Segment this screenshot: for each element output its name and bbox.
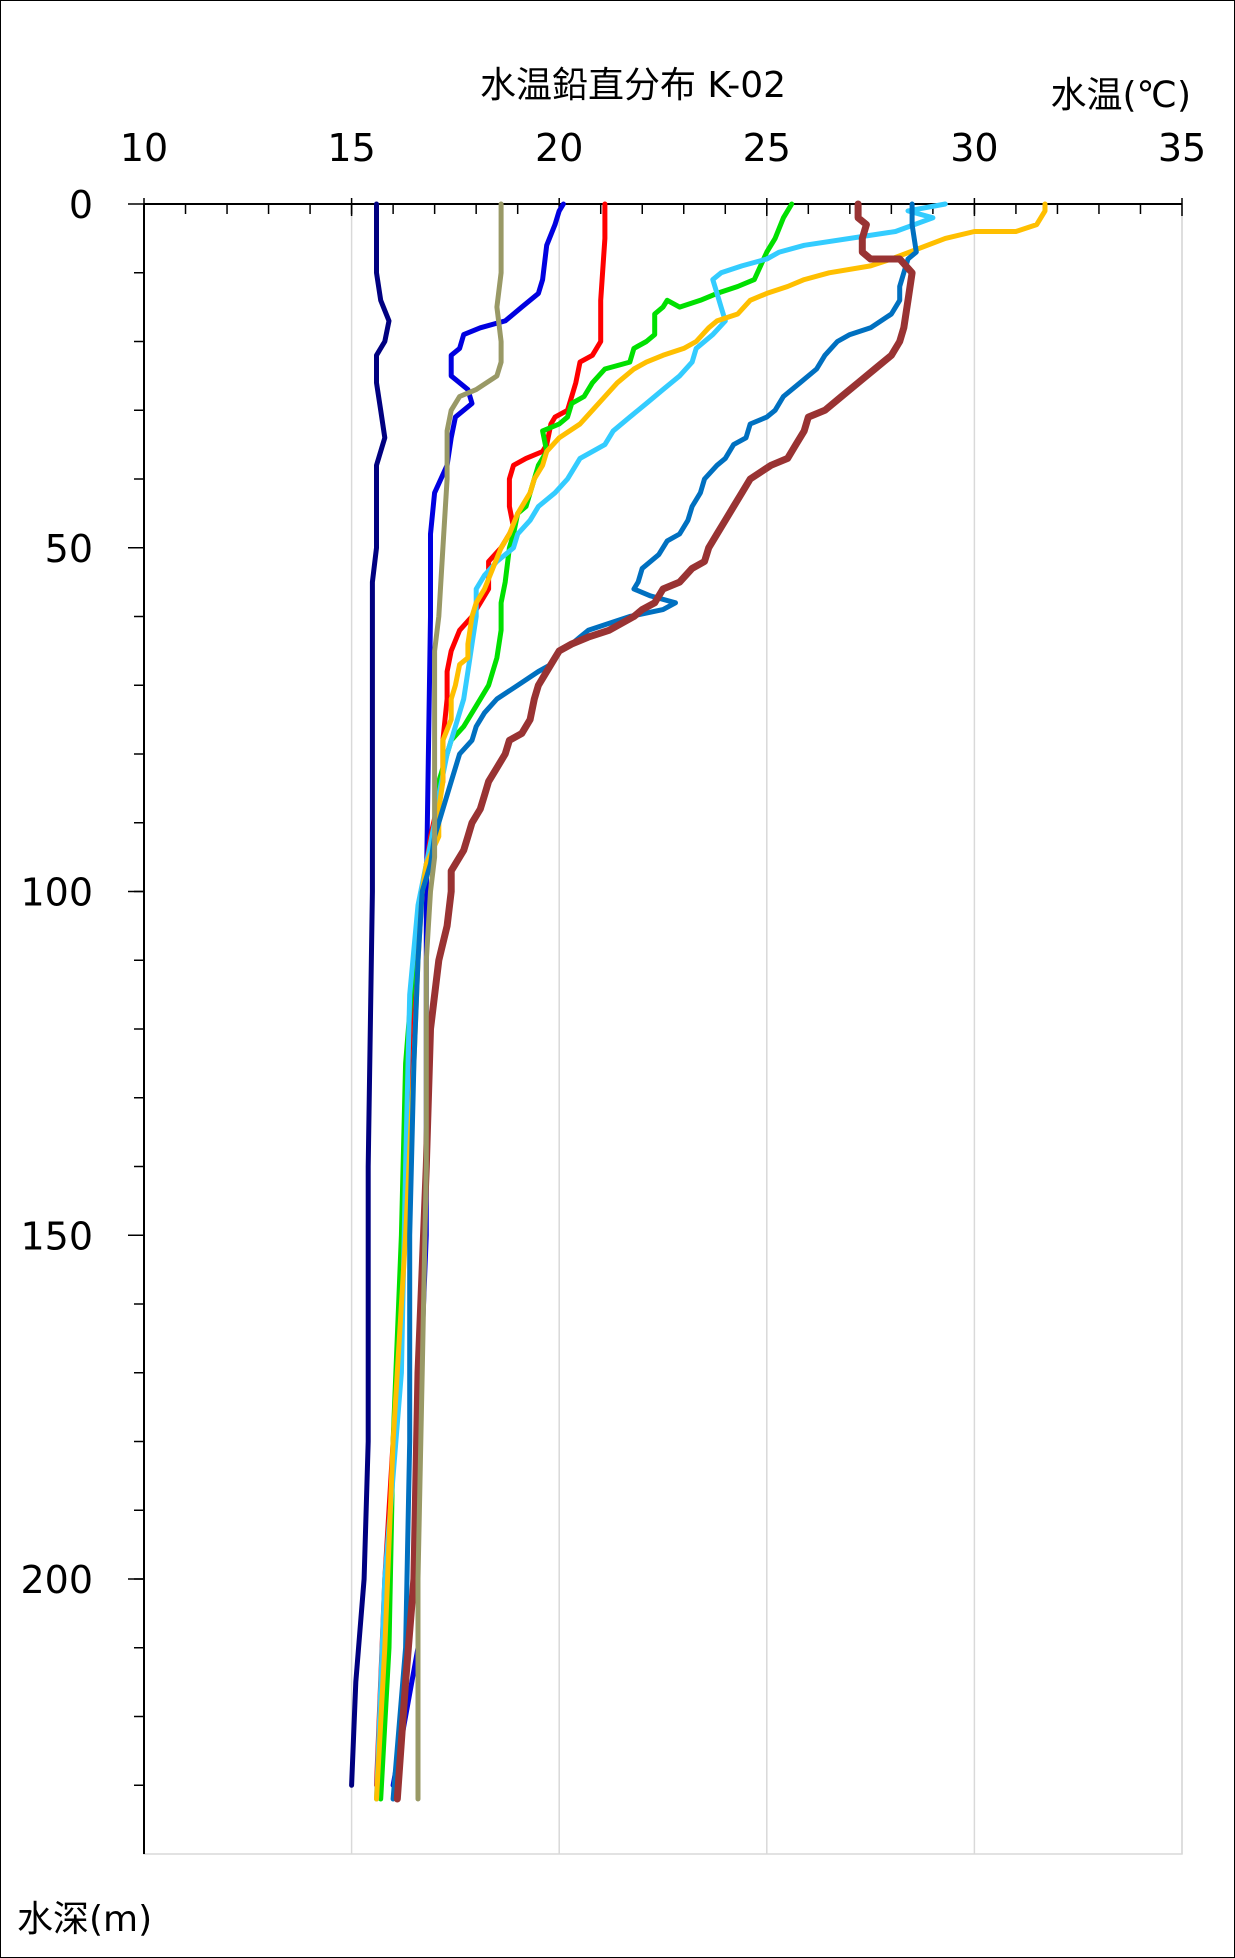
x-tick-label: 30 [950, 126, 998, 170]
y-tick-label: 200 [20, 1558, 93, 1602]
x-tick-label: 35 [1158, 126, 1206, 170]
x-tick-label: 15 [327, 126, 375, 170]
y-tick-label: 0 [69, 183, 93, 227]
y-tick-label: 100 [20, 871, 93, 915]
plot-area [143, 203, 1183, 1855]
series-line-1 [349, 201, 392, 1788]
x-tick-label: 20 [535, 126, 583, 170]
series-line-5 [374, 201, 948, 1802]
series-line-9 [415, 201, 504, 1802]
series-line-7 [390, 201, 919, 1802]
x-tick-label: 10 [120, 126, 168, 170]
y-axis-title: 水深(m) [17, 1899, 152, 1940]
x-axis-title: 水温(℃) [1050, 75, 1191, 116]
y-tick-label: 50 [45, 527, 93, 571]
x-tick-label: 25 [743, 126, 791, 170]
series-line-4 [378, 201, 795, 1802]
series-line-8 [393, 200, 916, 1803]
y-tick-label: 150 [20, 1214, 93, 1258]
series-line-6 [374, 201, 1048, 1802]
chart-title: 水温鉛直分布 K-02 [480, 65, 786, 106]
